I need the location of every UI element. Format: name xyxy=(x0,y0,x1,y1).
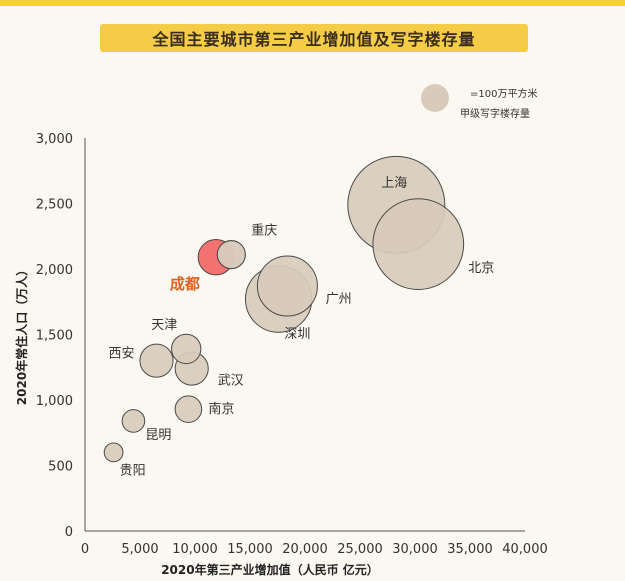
top-accent-bar xyxy=(0,0,625,6)
legend-line1: =100万平方米 xyxy=(470,87,537,100)
city-label-南京: 南京 xyxy=(208,401,234,417)
city-label-北京: 北京 xyxy=(468,261,494,276)
x-tick-label: 25,000 xyxy=(337,542,383,557)
chart-title: 全国主要城市第三产业增加值及写字楼存量 xyxy=(100,24,528,52)
city-label-天津: 天津 xyxy=(151,318,177,333)
y-tick-label: 1,500 xyxy=(36,329,73,344)
city-label-成都: 成都 xyxy=(170,275,200,293)
x-axis-label: 2020年第三产业增加值（人民币 亿元） xyxy=(161,562,379,577)
y-tick-label: 1,000 xyxy=(36,394,73,409)
legend-line2: 甲级写字楼存量 xyxy=(460,107,530,120)
bubble-天津 xyxy=(171,333,202,365)
legend-bubble xyxy=(421,84,449,112)
x-tick-label: 5,000 xyxy=(121,542,158,557)
x-tick-label: 15,000 xyxy=(227,542,273,557)
city-label-广州: 广州 xyxy=(326,292,352,307)
y-tick-label: 3,000 xyxy=(36,132,73,147)
y-tick-label: 2,500 xyxy=(36,198,73,213)
bubble-深圳 xyxy=(256,255,318,317)
city-label-贵阳: 贵阳 xyxy=(120,463,146,478)
bubble-北京 xyxy=(372,198,465,290)
y-axis-label: 2020年常住人口（万人） xyxy=(14,264,29,405)
x-tick-label: 40,000 xyxy=(502,542,548,557)
city-label-深圳: 深圳 xyxy=(284,327,310,342)
x-tick-label: 10,000 xyxy=(172,542,218,557)
y-tick-label: 2,000 xyxy=(36,263,73,278)
y-tick-label: 0 xyxy=(65,525,73,540)
x-tick-label: 35,000 xyxy=(447,542,493,557)
bubble-南京 xyxy=(174,395,203,423)
x-tick-label: 30,000 xyxy=(392,542,438,557)
x-tick-label: 0 xyxy=(81,542,89,557)
bubble-overlay-重庆 xyxy=(216,240,246,270)
city-label-武汉: 武汉 xyxy=(218,374,244,389)
city-label-昆明: 昆明 xyxy=(145,428,171,443)
x-tick-label: 20,000 xyxy=(282,542,328,557)
city-label-重庆: 重庆 xyxy=(251,223,277,239)
bubble-贵阳 xyxy=(103,442,124,463)
y-tick-label: 500 xyxy=(48,460,73,475)
bubble-西安 xyxy=(139,343,174,378)
bubble-昆明 xyxy=(121,409,146,433)
city-label-上海: 上海 xyxy=(381,176,407,191)
city-label-西安: 西安 xyxy=(109,347,135,362)
